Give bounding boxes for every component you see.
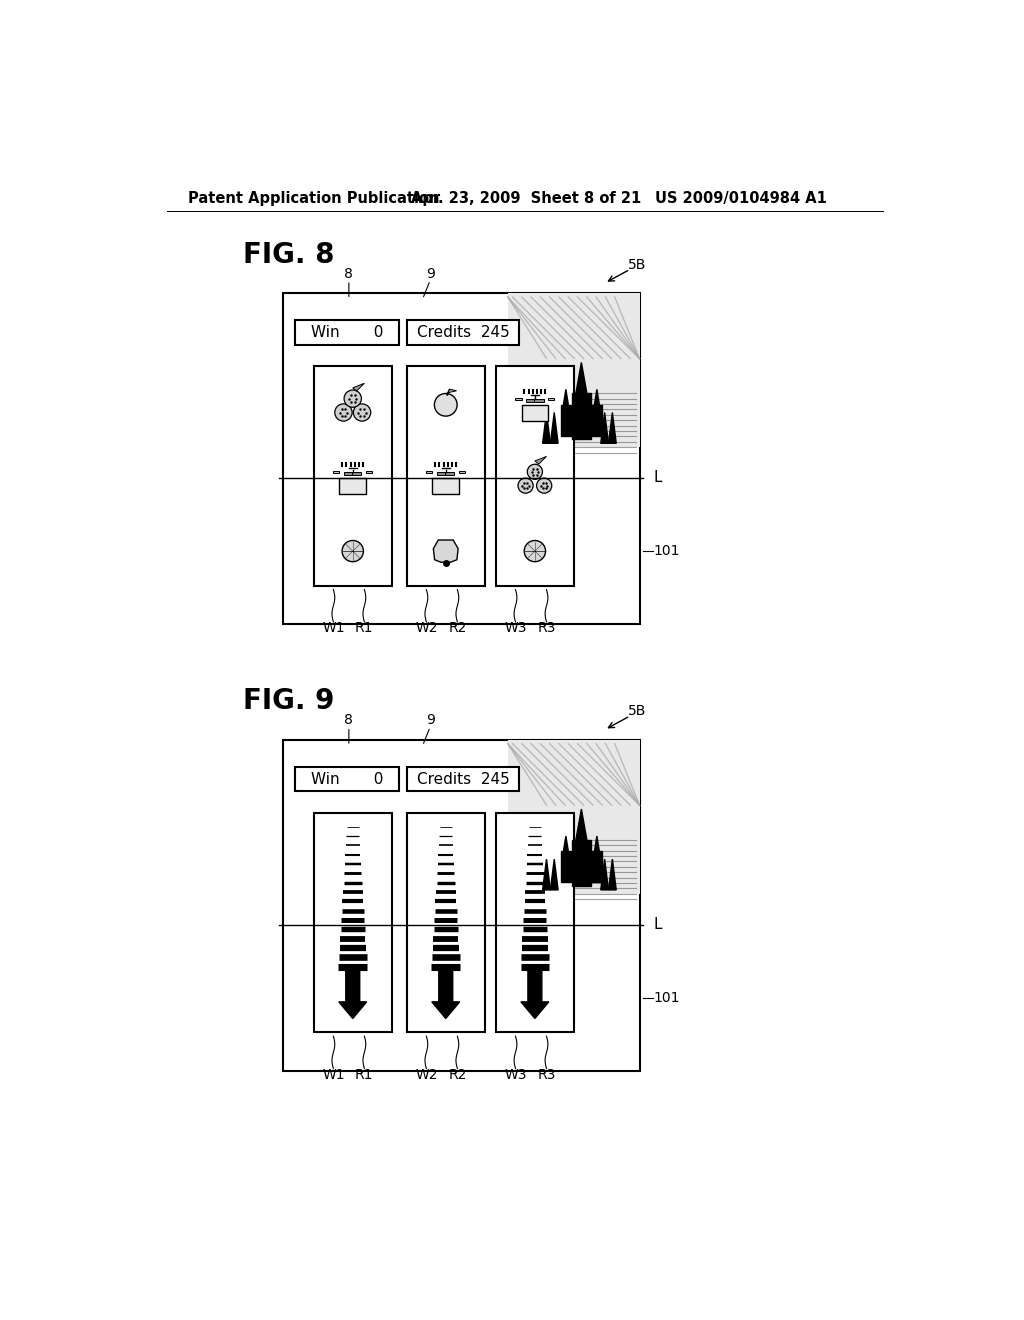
Text: Win       0: Win 0 bbox=[310, 325, 383, 341]
Polygon shape bbox=[608, 412, 616, 444]
Polygon shape bbox=[561, 851, 570, 882]
Polygon shape bbox=[601, 859, 608, 890]
Text: L: L bbox=[653, 917, 662, 932]
Polygon shape bbox=[526, 399, 536, 401]
Text: L: L bbox=[653, 470, 662, 486]
Bar bbox=[295, 767, 399, 792]
Bar bbox=[407, 321, 519, 345]
Circle shape bbox=[518, 478, 534, 494]
Polygon shape bbox=[550, 859, 558, 890]
Circle shape bbox=[342, 540, 364, 562]
Polygon shape bbox=[530, 408, 540, 411]
Bar bbox=[340, 478, 366, 494]
Bar bbox=[496, 367, 573, 586]
Polygon shape bbox=[432, 972, 460, 1019]
Text: W2: W2 bbox=[415, 622, 437, 635]
Polygon shape bbox=[571, 393, 591, 440]
Polygon shape bbox=[592, 405, 601, 436]
Polygon shape bbox=[592, 851, 601, 882]
Polygon shape bbox=[445, 473, 455, 475]
Text: 101: 101 bbox=[653, 544, 680, 558]
Text: W3: W3 bbox=[504, 1068, 526, 1081]
Polygon shape bbox=[561, 405, 570, 436]
Text: Apr. 23, 2009  Sheet 8 of 21: Apr. 23, 2009 Sheet 8 of 21 bbox=[411, 191, 641, 206]
Polygon shape bbox=[521, 972, 549, 1019]
Bar bbox=[407, 813, 484, 1032]
Text: R1: R1 bbox=[355, 1068, 374, 1081]
Text: Credits  245: Credits 245 bbox=[417, 771, 510, 787]
Polygon shape bbox=[348, 480, 357, 484]
Polygon shape bbox=[344, 473, 353, 475]
Text: 9: 9 bbox=[426, 714, 434, 727]
Text: Patent Application Publication: Patent Application Publication bbox=[188, 191, 440, 206]
Polygon shape bbox=[352, 383, 365, 391]
Text: 8: 8 bbox=[344, 714, 353, 727]
Polygon shape bbox=[366, 471, 372, 473]
Text: R3: R3 bbox=[538, 622, 556, 635]
Text: R3: R3 bbox=[538, 1068, 556, 1081]
Polygon shape bbox=[548, 399, 554, 400]
Text: 9: 9 bbox=[426, 267, 434, 281]
Bar bbox=[496, 813, 573, 1032]
Circle shape bbox=[434, 393, 457, 416]
Polygon shape bbox=[563, 389, 569, 409]
Bar bbox=[407, 367, 484, 586]
Bar bbox=[283, 739, 640, 1071]
Polygon shape bbox=[608, 859, 616, 890]
Polygon shape bbox=[437, 473, 446, 475]
Text: R1: R1 bbox=[355, 622, 374, 635]
Bar bbox=[508, 739, 640, 894]
Bar bbox=[314, 813, 391, 1032]
Text: 101: 101 bbox=[653, 991, 680, 1005]
Text: W1: W1 bbox=[323, 622, 345, 635]
Polygon shape bbox=[339, 972, 367, 1019]
Polygon shape bbox=[535, 457, 547, 465]
Circle shape bbox=[524, 540, 546, 562]
Circle shape bbox=[335, 404, 352, 421]
Text: W2: W2 bbox=[415, 1068, 437, 1081]
Polygon shape bbox=[575, 363, 588, 397]
Polygon shape bbox=[515, 399, 521, 400]
Text: 8: 8 bbox=[344, 267, 353, 281]
Polygon shape bbox=[441, 480, 451, 484]
Polygon shape bbox=[433, 540, 458, 562]
Text: R2: R2 bbox=[449, 622, 467, 635]
Polygon shape bbox=[352, 473, 361, 475]
Text: 5B: 5B bbox=[628, 257, 646, 272]
Polygon shape bbox=[426, 471, 432, 473]
Circle shape bbox=[344, 389, 361, 408]
Text: FIG. 8: FIG. 8 bbox=[243, 240, 334, 269]
Polygon shape bbox=[601, 412, 608, 444]
Circle shape bbox=[537, 478, 552, 494]
Circle shape bbox=[353, 404, 371, 421]
Polygon shape bbox=[543, 859, 550, 890]
Bar bbox=[407, 767, 519, 792]
Bar bbox=[283, 293, 640, 624]
Polygon shape bbox=[575, 809, 588, 843]
Text: W1: W1 bbox=[323, 1068, 345, 1081]
Text: US 2009/0104984 A1: US 2009/0104984 A1 bbox=[655, 191, 826, 206]
Text: Credits  245: Credits 245 bbox=[417, 325, 510, 341]
Bar bbox=[521, 405, 548, 421]
Polygon shape bbox=[449, 389, 457, 392]
Circle shape bbox=[527, 465, 543, 479]
Bar bbox=[432, 478, 459, 494]
Polygon shape bbox=[550, 412, 558, 444]
Polygon shape bbox=[535, 399, 544, 401]
Text: FIG. 9: FIG. 9 bbox=[243, 688, 334, 715]
Polygon shape bbox=[543, 412, 550, 444]
Polygon shape bbox=[333, 471, 340, 473]
Text: Win       0: Win 0 bbox=[310, 771, 383, 787]
Bar bbox=[508, 293, 640, 447]
Polygon shape bbox=[594, 836, 600, 855]
Polygon shape bbox=[594, 389, 600, 409]
Text: W3: W3 bbox=[504, 622, 526, 635]
Bar bbox=[295, 321, 399, 345]
Text: R2: R2 bbox=[449, 1068, 467, 1081]
Polygon shape bbox=[459, 471, 465, 473]
Polygon shape bbox=[571, 840, 591, 886]
Text: 5B: 5B bbox=[628, 705, 646, 718]
Bar bbox=[314, 367, 391, 586]
Polygon shape bbox=[563, 836, 569, 855]
